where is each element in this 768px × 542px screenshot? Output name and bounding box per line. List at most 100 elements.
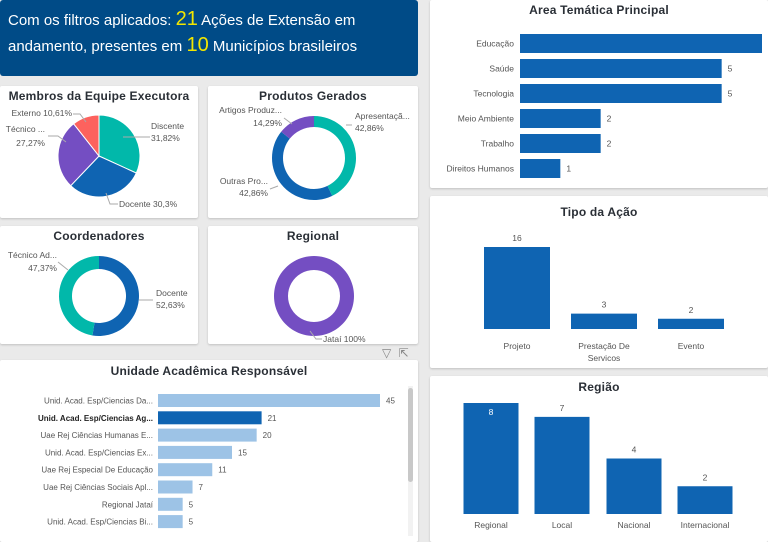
- visual-header-icons: ▽ ⇱: [382, 346, 409, 360]
- area-category-saude: Saúde: [489, 64, 514, 74]
- unidade-bar-unid-acad-esp-ciencias-ex: [158, 445, 232, 459]
- coordenadores-value-docente: 52,63%: [156, 300, 185, 310]
- produtos-chart[interactable]: Apresentaçã... 42,86% Outras Pro... 42,86% A…: [208, 86, 418, 218]
- regional-leader-jatai: [309, 330, 322, 340]
- tipo-bar-projeto: [484, 247, 550, 329]
- tipo-category-line2-prestacao-de-servicos: Servicos: [588, 353, 621, 363]
- produtos-leader-outras-pro: [269, 185, 279, 190]
- area-category-tecnologia: Tecnologia: [473, 89, 514, 99]
- area-bar-tecnologia: [520, 84, 722, 103]
- banner-middle: Ações de Extensão em andamento, presente…: [8, 12, 356, 55]
- produtos-leader-artigos-produz: [283, 117, 293, 125]
- regiao-bar-nacional: [606, 458, 662, 514]
- coordenadores-label-docente: Docente: [156, 288, 188, 298]
- produtos-slice-artigos-produz: [281, 116, 315, 139]
- membros-leader-externo: [73, 113, 87, 123]
- tipo-value-prestacao-de-servicos: 3: [602, 300, 607, 310]
- unidade-value-uae-rej-especial-de-educacao: 11: [218, 466, 227, 475]
- area-value-direitos-humanos: 1: [566, 164, 571, 174]
- unidade-value-uae-rej-ciencias-sociais-apl: 7: [199, 483, 204, 492]
- produtos-label-apresentaca: Apresentaçã...: [355, 111, 410, 121]
- regiao-bar-regional: [463, 403, 519, 514]
- regiao-chart[interactable]: 8 Regional 7 Local 4 Nacional 2 Internacional: [430, 376, 768, 542]
- focus-mode-icon[interactable]: ⇱: [398, 346, 409, 360]
- unidade-bar-unid-acad-esp-ciencias-bi: [158, 515, 183, 529]
- coordenadores-slice-tecnico-ad: [58, 256, 99, 336]
- membros-title: Membros da Equipe Executora: [8, 89, 190, 103]
- produtos-value-artigos-produz: 14,29%: [253, 118, 282, 128]
- regiao-card[interactable]: Região 8 Regional 7 Local 4 Nacional 2 Internac…: [430, 376, 768, 542]
- unidade-value-unid-acad-esp-ciencias-da: 45: [386, 397, 395, 406]
- regiao-value-internacional: 2: [703, 472, 708, 482]
- produtos-value-outras-pro: 42,86%: [239, 188, 268, 198]
- membros-card[interactable]: Membros da Equipe Executora Discente 31,8…: [0, 86, 198, 218]
- regiao-value-local: 7: [560, 403, 565, 413]
- unidade-value-unid-acad-esp-ciencias-ex: 15: [238, 448, 247, 457]
- area-value-tecnologia: 5: [728, 89, 733, 99]
- membros-value-discente: 31,82%: [151, 133, 180, 143]
- membros-label-docente: Docente 30,3%: [119, 199, 178, 209]
- tipo-chart[interactable]: 16 Projeto 3 Prestação De Servicos 2 Evento: [430, 196, 768, 368]
- tipo-category-projeto: Projeto: [504, 341, 531, 351]
- banner-suffix: Municípios brasileiros: [208, 38, 358, 55]
- produtos-label-outras-pro: Outras Pro...: [220, 176, 268, 186]
- area-category-direitos-humanos: Direitos Humanos: [446, 164, 514, 174]
- unidade-bar-uae-rej-ciencias-humanas-e: [158, 428, 257, 442]
- area-category-meio-ambiente: Meio Ambiente: [458, 114, 514, 124]
- unidade-chart[interactable]: Unid. Acad. Esp/Ciencias Da... 45 Unid. Ac…: [0, 360, 418, 542]
- tipo-category-evento: Evento: [678, 341, 705, 351]
- produtos-value-apresentaca: 42,86%: [355, 123, 384, 133]
- area-chart[interactable]: Educação6Saúde5Tecnologia5Meio Ambiente2…: [430, 0, 768, 188]
- unidade-scrollbar[interactable]: [408, 388, 413, 482]
- coordenadores-value-tecnico-ad: 47,37%: [28, 263, 57, 273]
- area-value-trabalho: 2: [607, 139, 612, 149]
- area-category-trabalho: Trabalho: [481, 139, 515, 149]
- unidade-value-uae-rej-ciencias-humanas-e: 20: [263, 431, 272, 440]
- unidade-category-unid-acad-esp-ciencias-ex: Unid. Acad. Esp/Ciencias Ex...: [45, 448, 153, 457]
- unidade-category-unid-acad-esp-ciencias-ag: Unid. Acad. Esp/Ciencias Ag...: [38, 414, 153, 423]
- unidade-bar-uae-rej-ciencias-sociais-apl: [158, 480, 193, 494]
- produtos-label-artigos-produz: Artigos Produz...: [219, 105, 282, 115]
- unidade-category-regional-jatai: Regional Jataí: [102, 500, 154, 509]
- actions-count: 21: [175, 8, 198, 30]
- regiao-category-internacional: Internacional: [681, 520, 730, 530]
- unidade-category-unid-acad-esp-ciencias-da: Unid. Acad. Esp/Ciencias Da...: [44, 397, 153, 406]
- filter-icon[interactable]: ▽: [382, 346, 392, 360]
- membros-label-tecnico: Técnico ...: [6, 124, 45, 134]
- tipo-title: Tipo da Ação: [560, 205, 638, 219]
- unidade-category-uae-rej-ciencias-sociais-apl: Uae Rej Ciências Sociais Apl...: [43, 483, 153, 492]
- membros-leader-tecnico: [48, 135, 67, 143]
- produtos-slice-outras-pro: [272, 131, 333, 201]
- membros-slice-tecnico: [57, 123, 100, 187]
- tipo-value-projeto: 16: [512, 233, 522, 243]
- area-value-meio-ambiente: 2: [607, 114, 612, 124]
- area-bar-direitos-humanos: [520, 159, 561, 178]
- regiao-title: Região: [578, 380, 620, 394]
- regiao-value-nacional: 4: [632, 445, 637, 455]
- regional-card[interactable]: Regional Jataí 100%: [208, 226, 418, 344]
- regional-title: Regional: [286, 229, 340, 243]
- membros-label-discente: Discente: [151, 121, 184, 131]
- banner-prefix: Com os filtros aplicados:: [8, 12, 176, 29]
- regiao-category-nacional: Nacional: [617, 520, 650, 530]
- unidade-card[interactable]: Unidade Acadêmica Responsável Unid. Acad…: [0, 360, 418, 542]
- coordenadores-slice-docente: [92, 256, 139, 336]
- produtos-card[interactable]: Produtos Gerados Apresentaçã... 42,86% Out…: [208, 86, 418, 218]
- tipo-value-evento: 2: [689, 305, 694, 315]
- regional-chart[interactable]: Jataí 100%: [208, 226, 418, 344]
- coordenadores-card[interactable]: Coordenadores Docente 52,63% Técnico Ad...…: [0, 226, 198, 344]
- area-value-saude: 5: [728, 64, 733, 74]
- area-category-educacao: Educação: [476, 39, 514, 49]
- tipo-card[interactable]: Tipo da Ação 16 Projeto 3 Prestação De Servi…: [430, 196, 768, 368]
- unidade-value-unid-acad-esp-ciencias-bi: 5: [189, 518, 194, 527]
- tipo-bar-evento: [658, 318, 724, 329]
- unidade-value-regional-jatai: 5: [189, 500, 194, 509]
- membros-chart[interactable]: Discente 31,82% Docente 30,3% Técnico ... 27…: [0, 86, 198, 218]
- coordenadores-label-tecnico-ad: Técnico Ad...: [8, 250, 57, 260]
- area-bar-meio-ambiente: [520, 109, 601, 128]
- area-bar-saude: [520, 59, 722, 78]
- coordenadores-chart[interactable]: Docente 52,63% Técnico Ad... 47,37%: [0, 226, 198, 344]
- area-card[interactable]: Area Temática Principal Educação6Saúde5T…: [430, 0, 768, 188]
- membros-slice-discente: [98, 114, 141, 174]
- membros-slice-externo: [72, 114, 100, 158]
